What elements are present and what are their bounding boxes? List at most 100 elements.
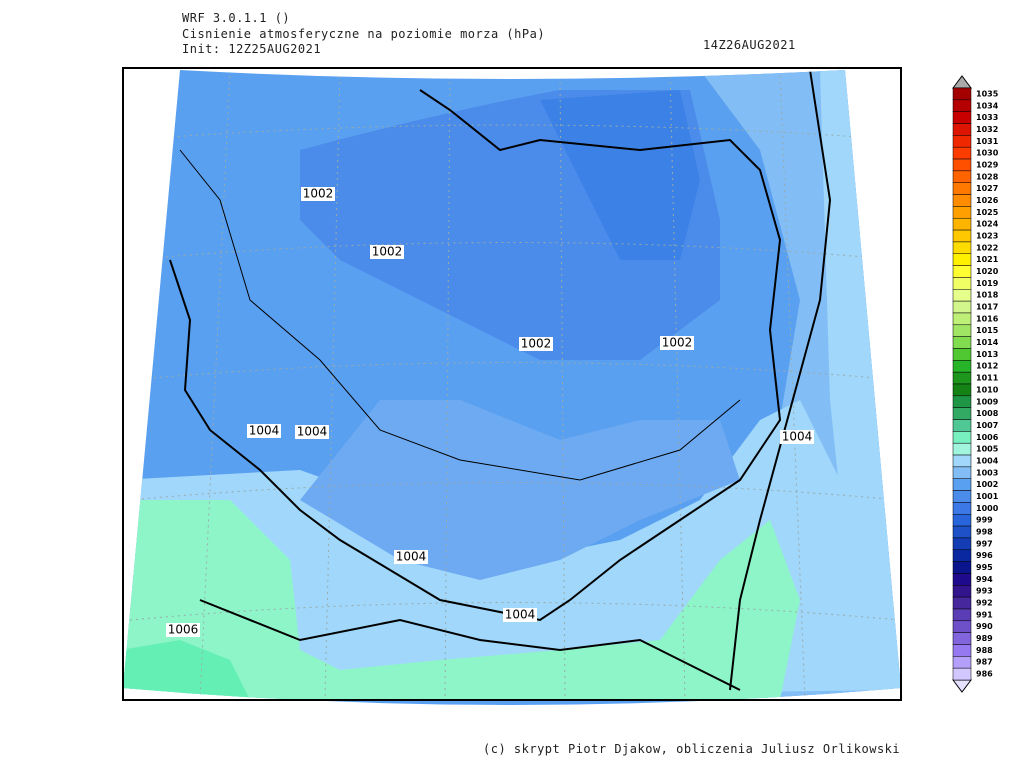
contour-label-box [660,336,694,350]
colorbar-label: 1002 [976,480,998,489]
colorbar-top-arrow [952,75,972,89]
contour-label: 1004 [396,550,427,564]
colorbar-label: 1021 [976,255,999,264]
contour-label: 1002 [372,245,403,259]
colorbar-label: 995 [976,563,993,572]
colorbar-swatch [952,277,972,290]
colorbar-swatch [952,620,972,633]
colorbar-label: 991 [976,610,993,619]
colorbar-label: 990 [976,622,993,631]
colorbar-swatch [952,502,972,515]
colorbar-label: 1007 [976,421,998,430]
contour-label: 1004 [297,425,328,439]
colorbar-swatch [952,656,972,669]
contour-label: 1002 [303,187,334,201]
colorbar-label: 994 [976,575,993,584]
contour-label: 1002 [521,337,552,351]
colorbar-swatch [952,525,972,539]
colorbar-swatch [952,336,972,349]
field-1004-east [820,70,901,690]
colorbar-label: 1015 [976,326,999,335]
colorbar-label: 999 [976,516,993,525]
colorbar-label: 1004 [976,456,999,465]
graticule [129,70,901,701]
colorbar-label: 997 [976,539,993,548]
colorbar-label: 1029 [976,160,999,169]
colorbar-label: 988 [976,646,993,655]
colorbar-label: 1027 [976,184,998,193]
colorbar-swatch [952,490,972,503]
colorbar-swatch [952,324,972,337]
colorbar-label: 1028 [976,172,999,181]
colorbar-swatch [952,596,972,610]
colorbar-label: 996 [976,551,993,560]
colorbar-label: 1005 [976,445,999,454]
colorbar-label: 1000 [976,504,999,513]
map-title: Cisnienie atmosferyczne na poziomie morz… [182,27,545,41]
colorbar-swatch [952,466,972,479]
map-frame [122,67,902,701]
field-1003-south [300,400,740,580]
colorbar-swatch [952,206,972,219]
colorbar-label: 1020 [976,267,999,276]
colorbar-label: 1031 [976,137,999,146]
contour-label-box [247,424,281,438]
colorbar-label: 1010 [976,385,999,394]
colorbar-swatch [952,395,972,408]
colorbar-label: 1009 [976,397,999,406]
colorbar-swatch [952,135,972,148]
colorbar-label: 1018 [976,291,999,300]
field-1005 [123,500,800,700]
contour-label-box [780,430,814,444]
colorbar-swatch [952,513,972,527]
colorbar-swatch [952,158,972,172]
colorbar-swatch [952,419,972,432]
contour-label: 1002 [662,336,693,350]
contour-label-box [394,550,428,564]
colorbar-swatch [952,87,972,101]
colorbar-label: 986 [976,670,993,679]
colorbar-swatch [952,383,972,397]
colorbar-swatch [952,300,972,314]
contour-label-box [301,187,335,201]
colorbar-label: 1022 [976,243,998,252]
colorbar-swatch [952,549,972,562]
colorbar-swatch [952,454,972,468]
colorbar-swatch [952,667,972,681]
colorbar-swatch [952,608,972,622]
contour-label: 1006 [168,623,199,637]
colorbar-swatch [952,442,972,456]
colorbar-label: 1019 [976,279,999,288]
contour-label: 1004 [505,608,536,622]
colorbar-bottom-arrow [952,679,972,693]
colorbar-label: 1035 [976,89,999,98]
colorbar-label: 993 [976,587,993,596]
colorbar-label: 992 [976,599,993,608]
valid-time: 14Z26AUG2021 [703,38,796,52]
colorbar-swatch [952,111,972,124]
colorbar-swatch [952,253,972,266]
colorbar-label: 998 [976,528,993,537]
colorbar-label: 1023 [976,232,998,241]
colorbar-label: 1026 [976,196,999,205]
colorbar-swatch [952,407,972,420]
contour-label-box [370,245,404,259]
colorbar-label: 1017 [976,303,998,312]
contour-label: 1004 [249,424,280,438]
contour-label-box [519,337,553,351]
colorbar-label: 989 [976,634,993,643]
colorbar-swatch [952,194,972,207]
colorbar-swatch [952,478,972,491]
colorbar-swatch [952,561,972,574]
colorbar-swatch [952,182,972,195]
colorbar-swatch [952,265,972,278]
borders [169,70,832,691]
colorbar-swatch [952,123,972,136]
colorbar-label: 1006 [976,433,999,442]
colorbar-label: 1030 [976,149,999,158]
colorbar-swatch [952,217,972,231]
colorbar-label: 1003 [976,468,998,477]
colorbar-swatch [952,146,972,160]
